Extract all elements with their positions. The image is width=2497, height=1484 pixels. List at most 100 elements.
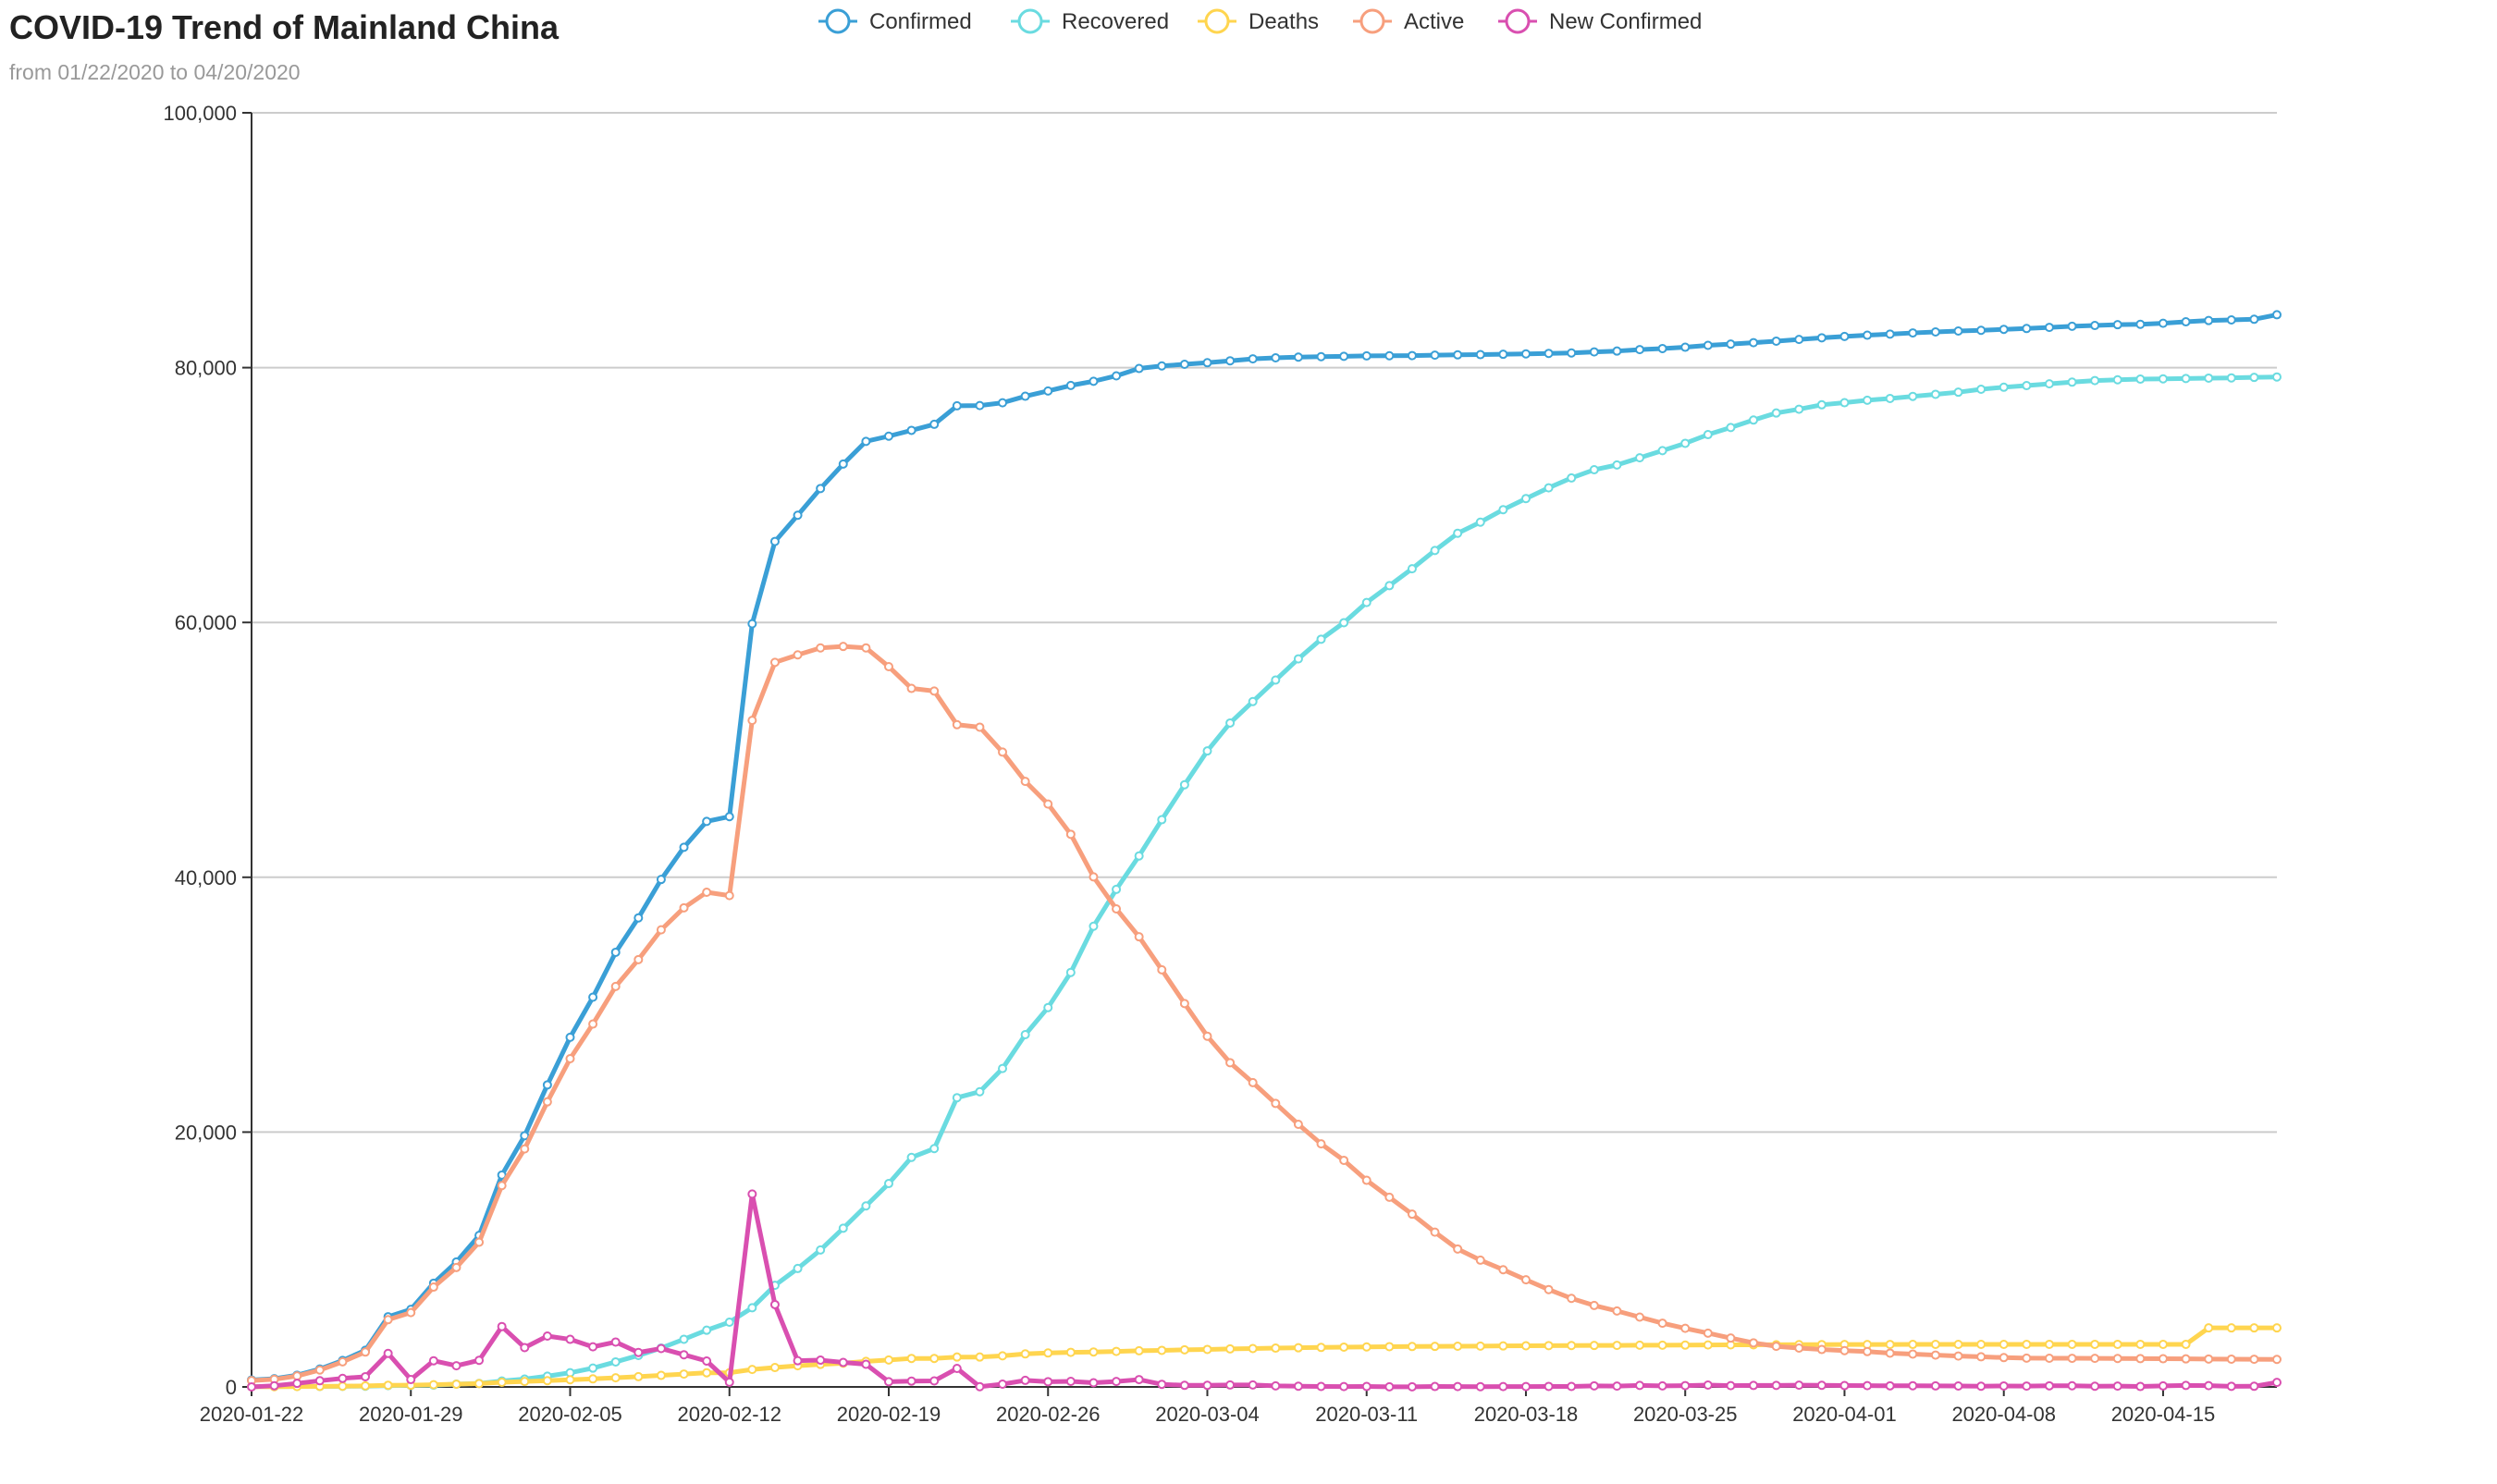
data-point-confirmed — [1453, 350, 1463, 360]
data-point-active — [2067, 1354, 2077, 1364]
data-point-new-confirmed — [633, 1347, 644, 1357]
series-recovered — [247, 372, 2282, 1392]
data-point-deaths — [747, 1365, 757, 1375]
x-tick-label: 2020-03-25 — [1633, 1403, 1738, 1426]
data-point-new-confirmed — [975, 1381, 985, 1392]
data-point-confirmed — [2181, 317, 2191, 327]
data-point-confirmed — [1475, 350, 1485, 360]
data-point-active — [1612, 1306, 1622, 1316]
data-point-recovered — [861, 1201, 871, 1211]
data-point-deaths — [1020, 1349, 1030, 1359]
data-point-recovered — [838, 1223, 848, 1233]
axes: 0 20,000 40,000 60,000 80,000 100,000 2020-01-… — [163, 102, 2277, 1426]
data-point-deaths — [1930, 1340, 1940, 1350]
data-point-deaths — [679, 1369, 689, 1380]
data-point-confirmed — [998, 398, 1008, 408]
data-point-recovered — [1657, 446, 1667, 456]
data-point-new-confirmed — [816, 1355, 826, 1366]
data-point-confirmed — [2226, 314, 2236, 325]
data-point-confirmed — [793, 510, 803, 521]
data-point-confirmed — [1339, 351, 1349, 362]
y-tick-label: 20,000 — [175, 1121, 237, 1144]
data-point-confirmed — [565, 1032, 575, 1042]
data-point-recovered — [1407, 564, 1417, 574]
data-point-recovered — [1930, 389, 1940, 399]
data-point-recovered — [1271, 675, 1281, 685]
data-point-deaths — [361, 1380, 371, 1391]
data-point-deaths — [1384, 1342, 1395, 1352]
data-point-active — [1863, 1346, 1873, 1356]
data-point-active — [1020, 777, 1030, 787]
data-point-confirmed — [1680, 342, 1691, 352]
data-point-active — [883, 661, 893, 671]
data-point-active — [1089, 872, 1099, 882]
data-point-active — [656, 925, 666, 935]
data-point-new-confirmed — [2044, 1380, 2054, 1391]
data-point-confirmed — [1043, 386, 1053, 396]
legend-item-recovered[interactable]: Recovered — [1011, 8, 1169, 34]
legend-item-active[interactable]: Active — [1353, 8, 1464, 34]
data-point-recovered — [1043, 1002, 1053, 1012]
data-point-recovered — [1953, 387, 1963, 398]
data-point-active — [2135, 1354, 2146, 1364]
data-point-active — [1430, 1227, 1440, 1237]
data-point-confirmed — [1794, 335, 1804, 345]
series-active — [247, 642, 2282, 1386]
data-point-recovered — [1612, 460, 1622, 470]
legend-item-deaths[interactable]: Deaths — [1198, 8, 1319, 34]
data-point-deaths — [1089, 1347, 1099, 1357]
data-point-recovered — [610, 1356, 621, 1367]
data-point-active — [1134, 932, 1144, 942]
legend-label: Confirmed — [869, 9, 972, 34]
data-point-active — [1453, 1244, 1463, 1254]
data-point-deaths — [1589, 1341, 1599, 1351]
data-point-active — [1816, 1344, 1827, 1355]
data-point-confirmed — [1589, 347, 1599, 357]
data-point-active — [1179, 999, 1189, 1009]
data-point-recovered — [816, 1245, 826, 1255]
chart-subtitle: from 01/22/2020 to 04/20/2020 — [9, 60, 301, 84]
data-point-confirmed — [929, 419, 940, 429]
data-point-active — [929, 686, 940, 696]
data-point-recovered — [1863, 395, 1873, 405]
data-point-deaths — [975, 1352, 985, 1362]
legend-item-confirmed[interactable]: Confirmed — [818, 8, 972, 34]
data-point-active — [1680, 1323, 1691, 1333]
data-point-confirmed — [2272, 310, 2282, 320]
data-point-new-confirmed — [793, 1355, 803, 1366]
data-point-new-confirmed — [1293, 1381, 1303, 1392]
data-point-active — [1225, 1058, 1236, 1068]
data-point-confirmed — [633, 913, 644, 923]
data-point-active — [1407, 1209, 1417, 1220]
x-tick-label: 2020-02-05 — [518, 1403, 622, 1426]
data-point-active — [1202, 1031, 1212, 1041]
data-point-confirmed — [2204, 315, 2214, 325]
data-point-deaths — [1157, 1345, 1167, 1355]
data-point-active — [1999, 1353, 2009, 1363]
data-point-deaths — [656, 1370, 666, 1380]
data-point-active — [1930, 1350, 1940, 1360]
data-point-new-confirmed — [2226, 1381, 2236, 1392]
data-point-recovered — [1248, 696, 1258, 706]
data-point-confirmed — [747, 619, 757, 629]
data-point-deaths — [952, 1352, 962, 1362]
data-point-active — [428, 1282, 438, 1293]
data-point-confirmed — [610, 947, 621, 957]
data-point-confirmed — [1248, 354, 1258, 364]
data-point-active — [1726, 1333, 1736, 1343]
data-point-new-confirmed — [1726, 1380, 1736, 1391]
y-tick-label: 80,000 — [175, 357, 237, 380]
data-point-active — [2226, 1354, 2236, 1364]
data-point-deaths — [1112, 1346, 1122, 1356]
data-point-recovered — [1430, 546, 1440, 556]
data-point-recovered — [2249, 373, 2259, 383]
data-point-recovered — [1771, 408, 1781, 418]
data-point-active — [1271, 1098, 1281, 1109]
data-point-recovered — [747, 1303, 757, 1313]
x-tick-label: 2020-03-18 — [1474, 1403, 1579, 1426]
data-point-deaths — [1225, 1343, 1236, 1354]
data-point-deaths — [1339, 1342, 1349, 1352]
data-point-confirmed — [520, 1131, 530, 1141]
legend-item-new-confirmed[interactable]: New Confirmed — [1498, 8, 1702, 34]
legend-marker — [1359, 8, 1385, 34]
